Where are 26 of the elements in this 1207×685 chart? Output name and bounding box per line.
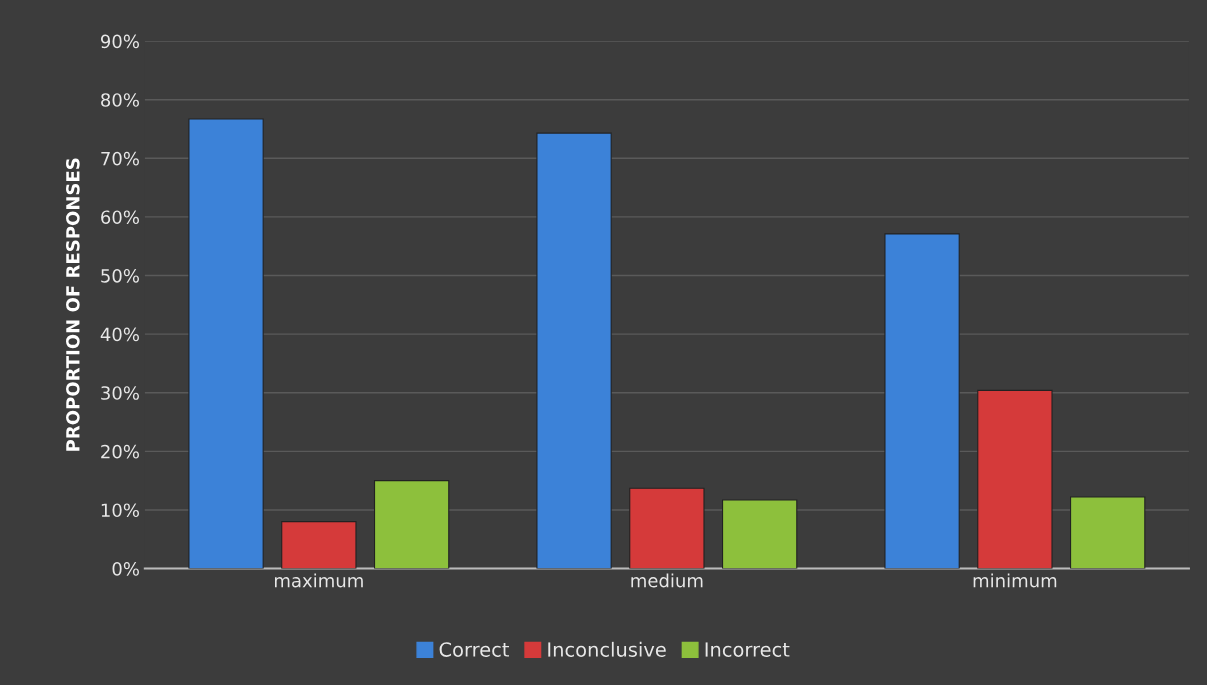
y-tick-label: 40% [100, 327, 139, 342]
x-tick-label: minimum [973, 573, 1057, 588]
bar [281, 521, 357, 569]
y-tick-label: 20% [101, 444, 139, 459]
bar [188, 118, 264, 569]
legend-label: Incorrect [705, 642, 790, 657]
bar [1070, 496, 1146, 569]
bar [373, 480, 450, 569]
y-tick-label: 60% [101, 210, 139, 225]
y-axis-title: PROPORTION OF RESPONSES [66, 158, 80, 451]
legend-label: Correct [439, 642, 509, 657]
legend-label: Inconclusive [548, 641, 666, 657]
y-tick-label: 30% [101, 386, 139, 400]
y-tick-label: 90% [100, 34, 139, 49]
bar [977, 389, 1053, 569]
y-tick-label: 70% [101, 151, 139, 166]
y-tick-label: 50% [101, 268, 139, 283]
x-tick-label: maximum [275, 573, 363, 588]
y-tick-label: 80% [101, 93, 139, 107]
y-tick-label: 10% [101, 503, 139, 518]
bar [884, 233, 960, 569]
x-tick-label: medium [631, 573, 703, 588]
bar [629, 487, 705, 569]
bar [721, 499, 798, 569]
bar [536, 132, 612, 569]
y-tick-label: 0% [112, 562, 139, 576]
